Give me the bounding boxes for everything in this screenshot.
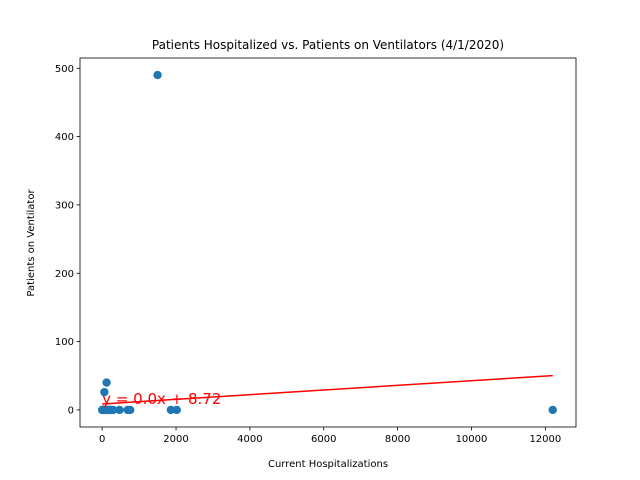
regression-line (102, 374, 553, 405)
data-point (109, 405, 118, 415)
y-tick-label: 0 (68, 405, 74, 416)
y-tick-label: 500 (55, 64, 74, 75)
x-tick-label: 6000 (311, 434, 336, 445)
x-tick-label: 12000 (529, 434, 561, 445)
x-axis-ticks: 0 2000 4000 6000 8000 10000 12000 (99, 427, 561, 445)
data-point (100, 387, 109, 397)
x-axis-label: Current Hospitalizations (268, 459, 388, 470)
x-tick-label: 2000 (163, 434, 188, 445)
data-point (126, 405, 135, 415)
data-point (153, 70, 162, 80)
data-point (166, 405, 176, 415)
x-tick-label: 8000 (385, 434, 410, 445)
plot-area: y = 0.0x + 8.72 (79, 57, 577, 428)
data-point (102, 378, 111, 387)
x-tick-label: 0 (99, 434, 105, 445)
regression-equation-label: y = 0.0x + 8.72 (102, 390, 221, 408)
axes-frame (79, 57, 577, 428)
data-point (548, 405, 557, 415)
chart-title: Patients Hospitalized vs. Patients on Ve… (152, 38, 504, 52)
x-tick-label: 4000 (237, 434, 262, 445)
y-tick-label: 400 (55, 132, 74, 143)
x-tick-label: 10000 (456, 434, 488, 445)
data-point (115, 405, 124, 415)
y-tick-label: 300 (55, 200, 74, 211)
y-axis-ticks: 0 100 200 300 400 500 (55, 64, 80, 416)
y-tick-label: 200 (55, 269, 74, 280)
y-axis-label: Patients on Ventilator (26, 189, 37, 297)
data-point (172, 405, 181, 415)
y-tick-label: 100 (55, 337, 74, 348)
